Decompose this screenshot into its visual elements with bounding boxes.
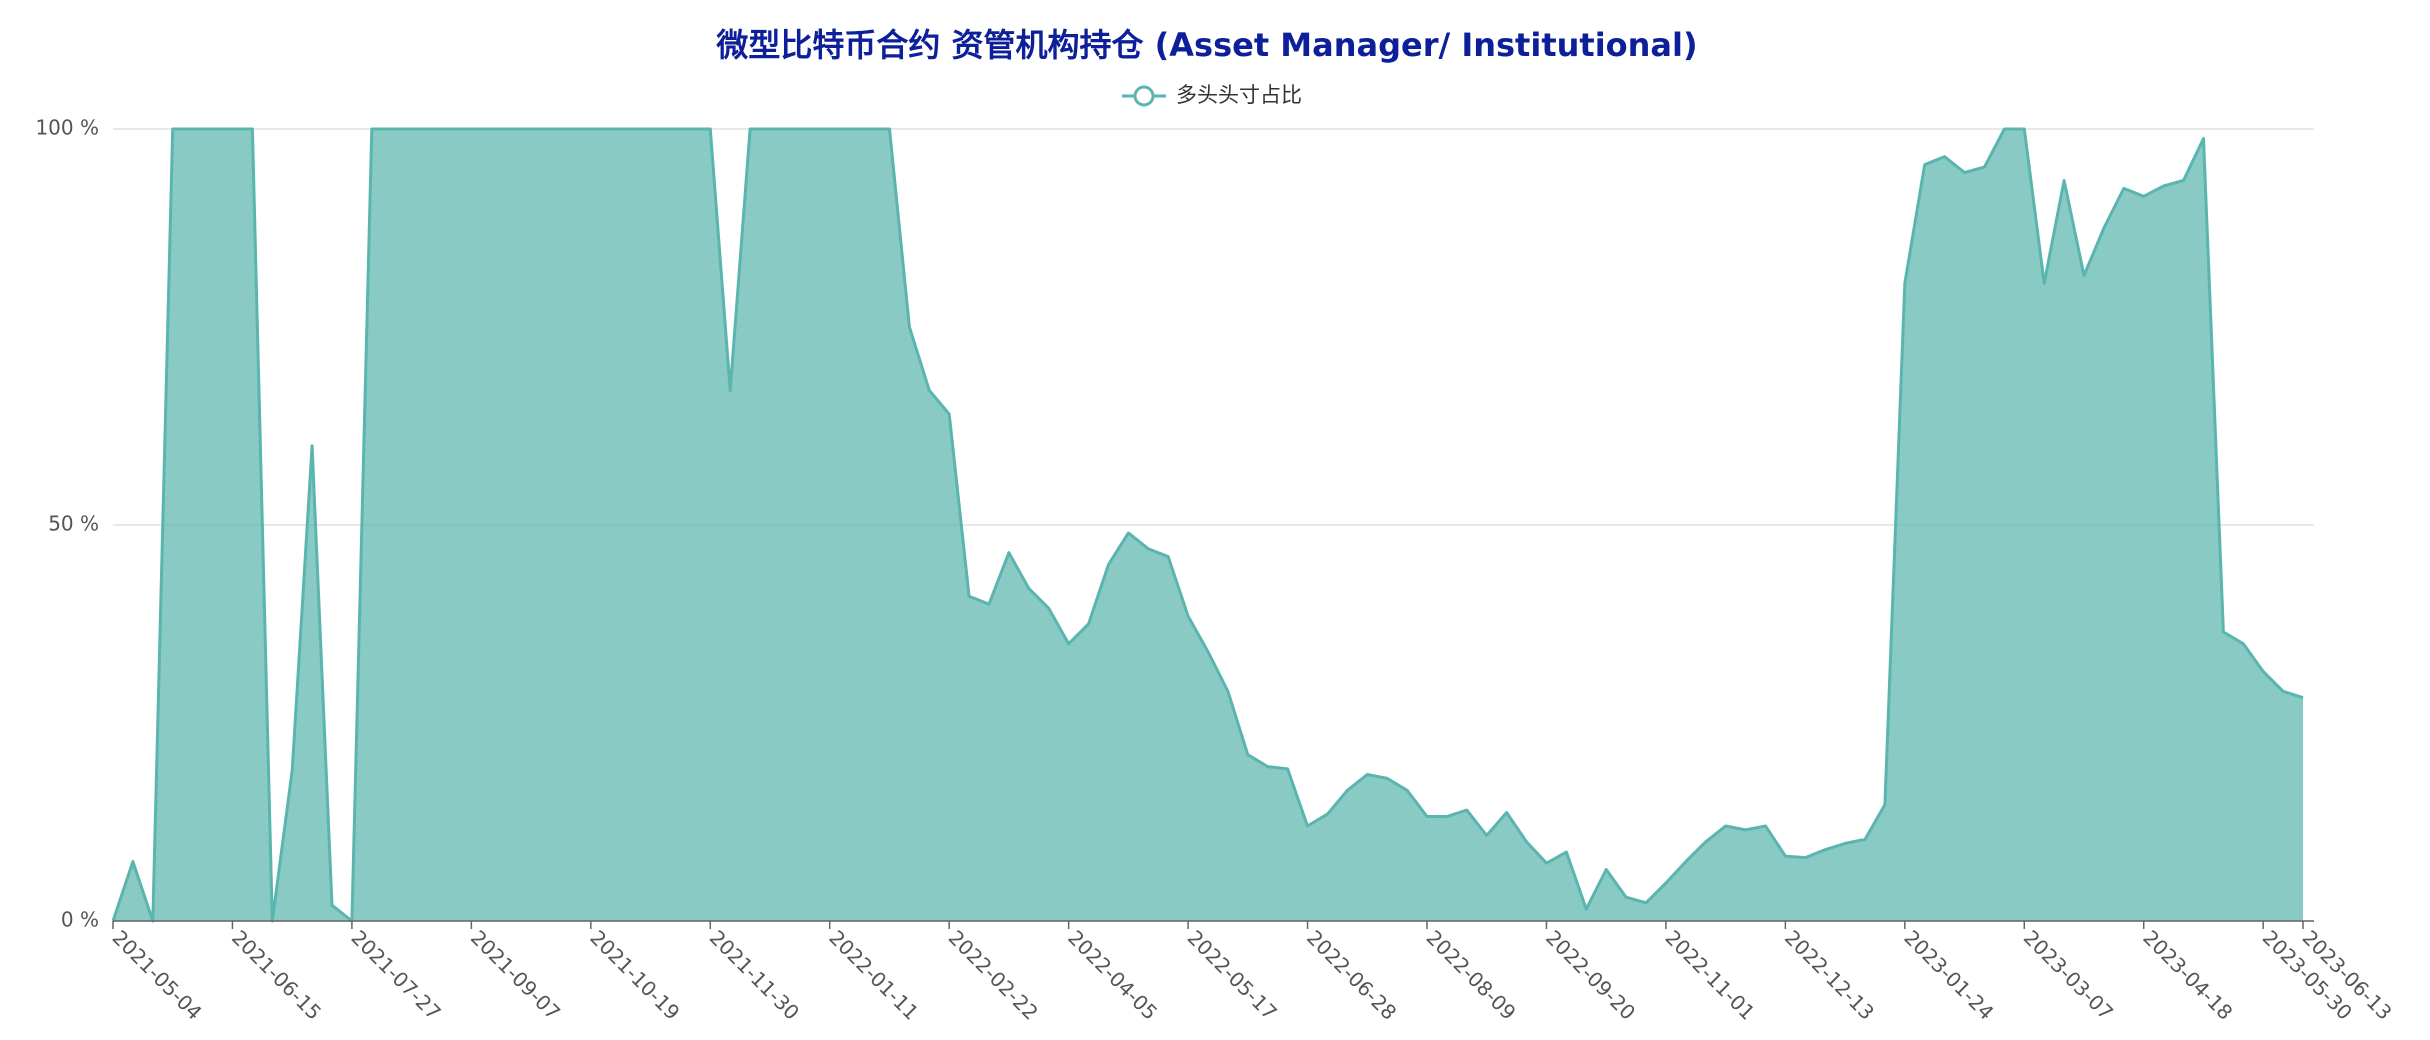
- x-tick-label: 2023-04-18: [2138, 925, 2237, 1024]
- x-tick-label: 2022-12-13: [1780, 925, 1879, 1024]
- x-tick-label: 2021-07-27: [346, 925, 445, 1024]
- y-tick-label: 0 %: [61, 908, 99, 932]
- x-tick-label: 2022-08-09: [1422, 925, 1521, 1024]
- x-tick-label: 2021-10-19: [585, 925, 684, 1024]
- y-tick-label: 50 %: [48, 512, 99, 536]
- x-tick-label: 2022-11-01: [1660, 925, 1759, 1024]
- x-tick-label: 2021-11-30: [705, 925, 804, 1024]
- x-tick-label: 2022-09-20: [1541, 925, 1640, 1024]
- line: [111, 127, 2304, 923]
- x-tick-label: 2021-09-07: [466, 925, 565, 1024]
- chart-title: 微型比特币合约 资管机构持仓 (Asset Manager/ Instituti…: [715, 26, 1697, 64]
- x-tick-label: 2022-01-11: [824, 925, 923, 1024]
- legend-marker: [1133, 85, 1155, 107]
- x-tick-label: 2022-04-05: [1063, 925, 1162, 1024]
- x-tick-label: 2023-03-07: [2019, 925, 2118, 1024]
- x-tick-label: 2021-06-15: [227, 925, 326, 1024]
- x-tick-label: 2022-06-28: [1302, 925, 1401, 1024]
- x-tick-label: 2022-05-17: [1183, 925, 1282, 1024]
- y-tick-label: 100 %: [35, 116, 99, 140]
- x-tick-label: 2023-01-24: [1899, 925, 1998, 1024]
- x-tick-label: 2022-02-22: [944, 925, 1043, 1024]
- area: [113, 129, 2303, 921]
- x-tick-label: 2021-05-04: [108, 925, 207, 1024]
- legend-text: 多头头寸占比: [1176, 83, 1302, 107]
